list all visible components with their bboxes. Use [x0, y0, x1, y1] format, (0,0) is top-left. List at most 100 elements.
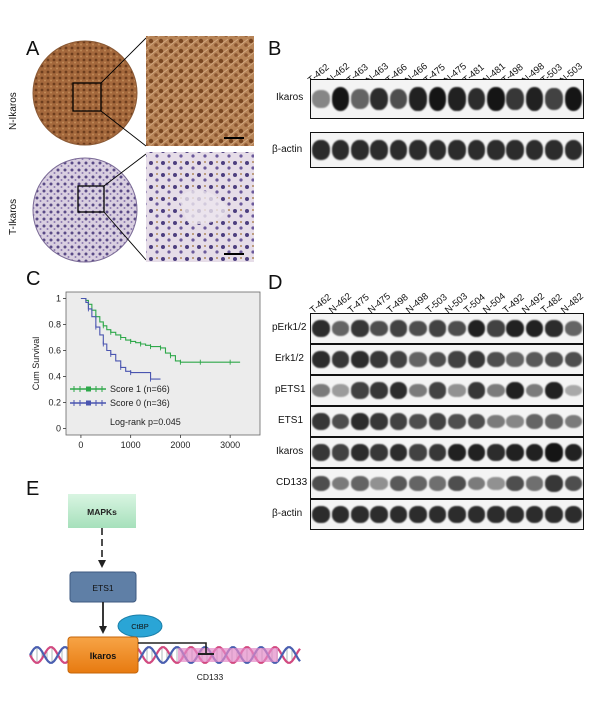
blot-band [487, 505, 505, 524]
y-tick-label: 1 [56, 294, 61, 304]
dashed-arrow [98, 528, 106, 568]
panel-d-lane-labels: T-462 N-462 T-475 N-475 T-498 N-498 T-503 N-503… [308, 276, 586, 316]
blot-band [506, 87, 524, 110]
blot-band [545, 319, 563, 338]
blot-band [351, 139, 369, 161]
blot-band [331, 413, 350, 430]
blot-band [564, 414, 583, 429]
blot-band [389, 443, 408, 462]
blot-band [506, 443, 524, 462]
ikaros-label: Ikaros [90, 651, 117, 661]
blot-band [389, 88, 408, 110]
blot-band [351, 443, 369, 462]
blot-band [428, 86, 447, 111]
blot-band [351, 320, 369, 337]
t-ikaros-zoom-image [146, 152, 254, 262]
y-axis-label: Cum Survival [31, 337, 41, 391]
blot-band [545, 443, 563, 462]
blot-band [506, 381, 524, 400]
panel-d-cd133-blot [310, 468, 584, 499]
blot-band [351, 382, 369, 399]
blot-band [525, 414, 544, 429]
blot-band [312, 475, 330, 492]
blot-band [564, 505, 583, 524]
blot-label: β-actin [272, 144, 303, 155]
blot-band [389, 413, 408, 430]
blot-band [506, 352, 524, 367]
blot-label: Ikaros [276, 446, 304, 457]
blot-band [506, 319, 524, 338]
legend-marker [86, 386, 91, 392]
blot-band [312, 444, 330, 461]
blot-band [331, 476, 350, 491]
blot-band [467, 413, 486, 430]
blot-band [564, 351, 583, 368]
blot-band [312, 319, 330, 338]
blot-band [370, 139, 388, 161]
blot-band [467, 443, 486, 462]
blot-band [487, 320, 505, 337]
panel-a-row-2-label: T-Ikaros [8, 185, 22, 235]
y-tick-label: 0.8 [48, 320, 61, 330]
blot-band [564, 321, 583, 336]
blot-band [448, 443, 466, 462]
blot-band [409, 139, 427, 161]
panel-b-label: B [268, 38, 282, 60]
blot-band [525, 443, 544, 462]
panel-d-ets1-blot [310, 406, 584, 437]
blot-band [467, 87, 486, 111]
blot-band [312, 505, 330, 524]
legend-label: Score 0 (n=36) [110, 398, 170, 408]
blot-band [331, 351, 350, 368]
blot-band [370, 505, 388, 524]
t-ikaros-tissue-core [32, 153, 147, 263]
blot-band [487, 477, 505, 490]
panel-e-pathway-diagram: MAPKs ETS1 CtBP Ikaros CD133 [29, 494, 301, 682]
blot-band [525, 87, 544, 111]
blot-band [312, 383, 330, 398]
blot-band [467, 351, 486, 368]
blot-band [409, 476, 427, 491]
panel-e-label: E [26, 478, 40, 500]
blot-band [545, 88, 563, 110]
blot-band [370, 413, 388, 430]
blot-band [331, 321, 350, 336]
blot-band [564, 475, 583, 492]
ctbp-node: CtBP [117, 614, 163, 638]
panel-d-perk-blot [310, 313, 584, 344]
n-ikaros-zoom-image [146, 36, 254, 146]
blot-band [351, 89, 369, 109]
blot-band [370, 87, 388, 111]
n-ikaros-tissue-core [32, 37, 147, 147]
blot-band [545, 139, 563, 161]
blot-band [525, 139, 544, 161]
panel-c-label: C [26, 268, 41, 290]
blot-band [448, 87, 466, 111]
blot-band [467, 139, 486, 161]
blot-band [428, 444, 447, 461]
blot-band [409, 320, 427, 337]
blot-band [564, 139, 583, 161]
blot-band [312, 413, 330, 430]
panel-d-ikaros-blot [310, 437, 584, 468]
blot-band [409, 352, 427, 367]
blot-band [409, 505, 427, 524]
blot-band [487, 383, 505, 398]
blot-band [351, 412, 369, 431]
x-tick-label: 2000 [170, 440, 190, 450]
panel-c-survival-chart: 0 0.2 0.4 0.6 0.8 1 0 1000 2000 3000 Cum Survival S… [31, 291, 261, 450]
blot-band [467, 382, 486, 399]
blot-band [331, 505, 350, 524]
blot-band [389, 475, 408, 492]
mapks-node: MAPKs [68, 494, 136, 528]
blot-band [428, 139, 447, 161]
mapks-label: MAPKs [87, 507, 117, 517]
blot-band [506, 414, 524, 429]
blot-band [389, 351, 408, 368]
blot-label: pErk1/2 [272, 322, 307, 333]
blot-band [487, 86, 505, 111]
log-rank-annotation: Log-rank p=0.045 [110, 417, 181, 427]
blot-band [545, 505, 563, 524]
blot-band [448, 413, 466, 430]
blot-band [370, 351, 388, 368]
